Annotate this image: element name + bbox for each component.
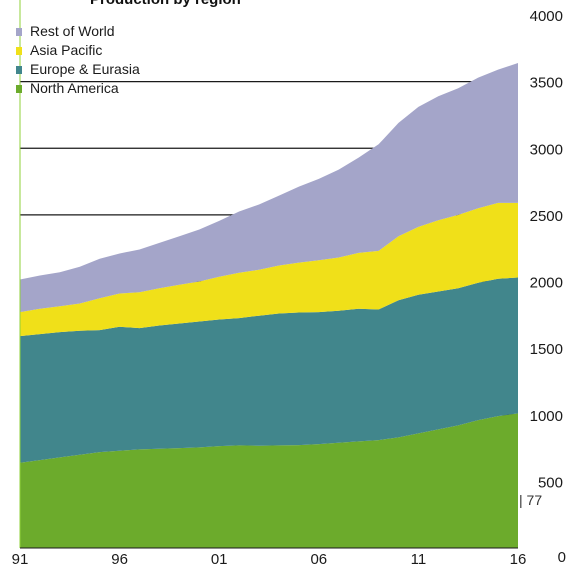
y-tick-label: 0 [558,549,566,566]
x-tick-label: 16 [510,551,527,567]
legend-swatch [16,46,22,55]
legend-label: Europe & Eurasia [30,61,140,77]
chart-title: Production by region [90,0,241,8]
x-tick-label: 91 [12,551,29,567]
x-tick-label: 11 [411,551,427,567]
area-north-america [20,413,518,548]
y-tick-label: 1500 [530,341,563,358]
y-tick-label: 3500 [530,75,563,92]
page-number: | 77 [519,492,543,508]
legend-swatch [16,65,22,74]
legend-swatch [16,84,22,93]
area-asia-pacific [20,202,518,337]
y-tick-label: 2500 [530,208,563,225]
legend-label: Asia Pacific [30,42,103,58]
y-tick-label: 1000 [530,408,563,425]
chart-legend: Rest of World Asia Pacific Europe & Eurasi… [16,22,140,98]
legend-label: Rest of World [30,23,115,39]
legend-swatch [16,27,22,36]
y-tick-label: 3000 [530,141,563,158]
x-tick-label: 01 [211,551,228,567]
legend-label: North America [30,80,119,96]
legend-item: North America [16,79,140,98]
y-tick-label: 4000 [530,8,563,25]
y-tick-label: 2000 [530,275,563,292]
y-tick-label: 500 [538,474,563,491]
area-rest-of-world [20,63,518,313]
area-europe-eurasia [20,277,518,463]
x-tick-label: 96 [111,551,128,567]
legend-item: Asia Pacific [16,41,140,60]
legend-item: Europe & Eurasia [16,60,140,79]
legend-item: Rest of World [16,22,140,41]
x-tick-label: 06 [310,551,327,567]
